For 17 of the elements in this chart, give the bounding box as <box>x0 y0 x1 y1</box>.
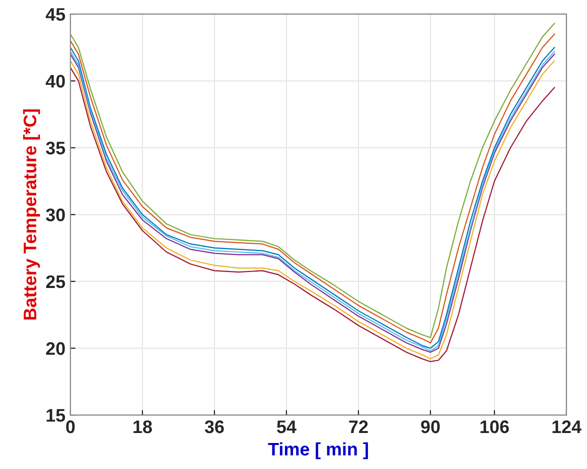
x-tick-label: 36 <box>204 420 224 434</box>
x-tick-label: 124 <box>552 420 582 434</box>
x-tick-label: 18 <box>134 420 152 434</box>
x-tick-label: 54 <box>276 420 296 434</box>
y-tick-label: 30 <box>46 208 65 222</box>
y-tick-label: 15 <box>46 409 66 422</box>
x-tick-label: 0 <box>66 420 75 434</box>
x-tick-label: 90 <box>421 420 440 434</box>
y-tick-label: 35 <box>46 142 66 154</box>
y-tick-label: 20 <box>46 342 65 355</box>
x-axis-title: Time [ min ] <box>268 442 368 460</box>
x-tick-label: 72 <box>349 420 368 434</box>
y-tick-label: 25 <box>46 275 66 288</box>
y-tick-label: 40 <box>46 74 65 88</box>
x-tick-label: 106 <box>480 420 509 434</box>
y-tick-label: 45 <box>46 8 66 21</box>
y-axis-title: Battery Temperature [*C] <box>23 109 40 320</box>
